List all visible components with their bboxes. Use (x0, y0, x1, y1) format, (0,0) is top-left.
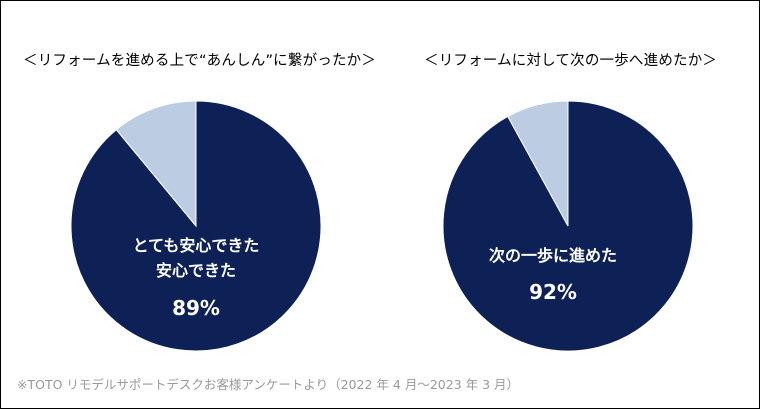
pie-left-label-line-2: 安心できた (156, 261, 236, 280)
pie-right-value-label: 92% (529, 280, 577, 304)
source-footnote: ※TOTO リモデルサポートデスクお客様アンケートより（2022 年 4 月～2… (17, 377, 520, 392)
pie-chart-right: 次の一歩に進めた 92% (442, 100, 694, 352)
pie-left-value-label: 89% (172, 296, 220, 320)
pie-chart-left: とても安心できた 安心できた 89% (70, 100, 322, 352)
pie-right-slice-1 (507, 100, 569, 227)
chart-title-right: ＜リフォームに対して次の一歩へ進めたか＞ (424, 53, 718, 69)
chart-title-left: ＜リフォームを進める上で“あんしん”に繋がったか＞ (23, 53, 377, 69)
pie-left-label-line-1: とても安心できた (133, 236, 260, 255)
pie-left-slice-1 (115, 100, 197, 228)
pie-right-label-line-1: 次の一歩に進めた (489, 246, 617, 265)
